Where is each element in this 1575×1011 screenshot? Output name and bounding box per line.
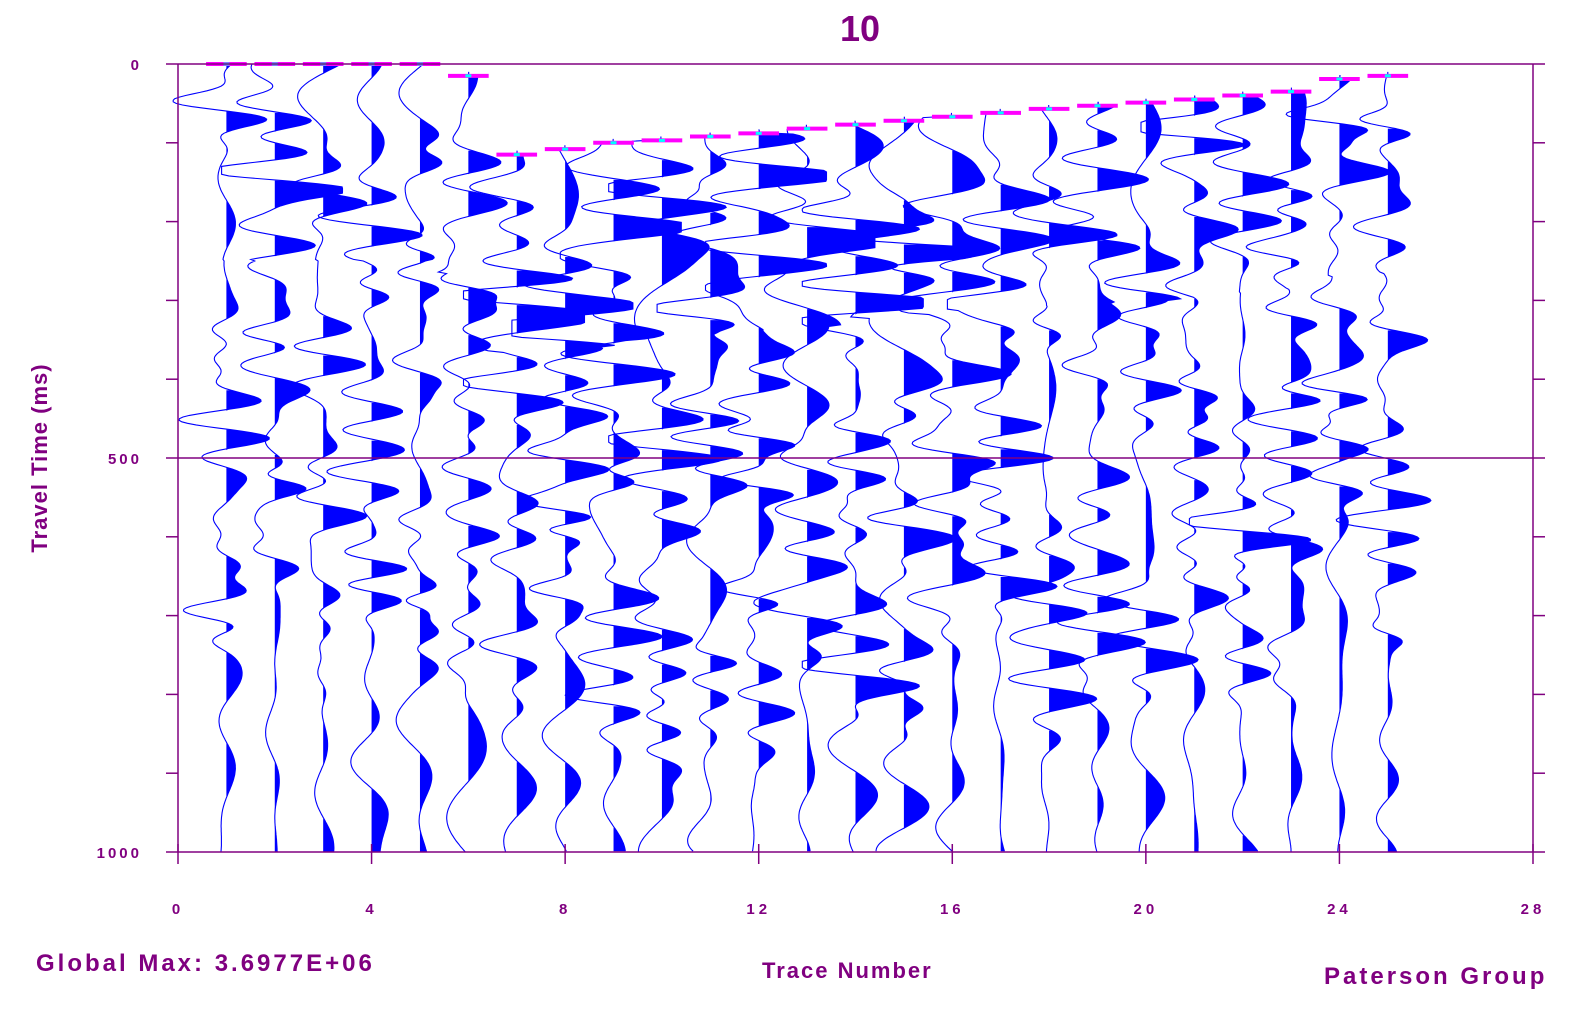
y-axis-label: Travel Time (ms) xyxy=(27,363,52,553)
trace-fill xyxy=(516,150,585,818)
trace-wiggle xyxy=(559,138,682,852)
trace-wiggle xyxy=(1052,101,1150,853)
chart-title: 10 xyxy=(839,8,881,49)
x-tick-label: 20 xyxy=(1134,901,1159,918)
trace-wiggle xyxy=(608,136,727,853)
trace-fill xyxy=(1387,128,1431,853)
trace-wiggle xyxy=(898,112,1012,853)
trace-wiggle xyxy=(1102,98,1199,852)
axes-layer: 0 500 1000 0 4 8 12 16 20 24 28 xyxy=(97,57,1546,918)
trace-wiggle xyxy=(1188,91,1311,852)
trace-wiggle xyxy=(946,108,1058,852)
trace-wiggle xyxy=(1007,105,1118,852)
y-tick-label: 0 xyxy=(131,57,142,74)
trace-wiggle xyxy=(849,116,973,852)
trace-fill xyxy=(758,129,827,770)
x-tick-label: 12 xyxy=(746,901,771,918)
trace-fill xyxy=(468,71,508,783)
global-max-annotation: Global Max: 3.6977E+06 xyxy=(36,950,375,977)
trace-wiggle xyxy=(462,150,586,853)
trace-wiggle xyxy=(753,124,876,852)
trace-wiggle xyxy=(1245,87,1324,853)
trace-wiggle xyxy=(1140,95,1245,852)
trace-fill xyxy=(565,160,633,852)
trace-wiggle xyxy=(436,71,508,853)
x-tick-label: 8 xyxy=(559,901,571,918)
trace-wiggle xyxy=(1285,74,1391,852)
credit-label: Paterson Group xyxy=(1324,963,1548,990)
x-tick-label: 0 xyxy=(172,901,184,918)
x-tick-label: 4 xyxy=(365,901,377,918)
x-tick-label: 28 xyxy=(1521,901,1546,918)
trace-fill xyxy=(855,127,924,826)
x-tick-label: 16 xyxy=(940,901,965,918)
trace-fill xyxy=(1339,75,1390,840)
trace-fill xyxy=(903,116,972,830)
y-tick-label: 1000 xyxy=(97,845,142,862)
y-tick-label: 500 xyxy=(108,451,142,468)
trace-wiggle xyxy=(1335,71,1432,853)
trace-fill xyxy=(274,112,343,852)
trace-fill xyxy=(1145,98,1199,832)
trace-wiggle xyxy=(704,129,828,852)
trace-wiggle xyxy=(511,145,634,852)
trace-fill xyxy=(226,64,270,799)
x-tick-label: 24 xyxy=(1327,901,1352,918)
trace-fill xyxy=(1000,184,1057,852)
trace-fill xyxy=(952,150,1011,852)
x-axis-label: Trace Number xyxy=(762,958,933,983)
trace-wiggle xyxy=(801,120,924,853)
